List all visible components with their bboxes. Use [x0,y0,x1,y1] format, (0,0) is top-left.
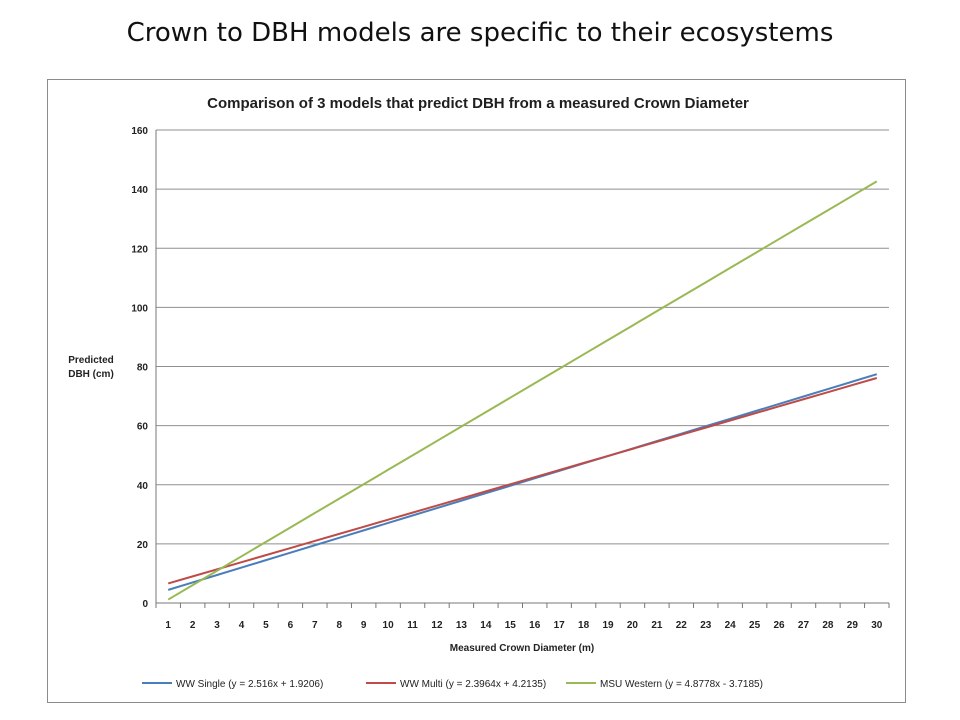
x-tick-label: 14 [480,620,492,631]
series-line-0 [167,373,878,591]
y-tick-label: 0 [142,599,148,610]
x-tick-label: 27 [798,620,810,631]
x-tick-label: 17 [554,620,566,631]
x-tick-label: 28 [822,620,834,631]
x-tick-label: 16 [529,620,541,631]
y-tick-label: 60 [137,422,149,433]
y-tick-label: 160 [131,126,148,137]
y-axis-label-line-1: Predicted [68,355,114,366]
x-tick-label: 3 [214,620,220,631]
y-axis-label-line-2: DBH (cm) [68,369,114,380]
x-tick-label: 10 [383,620,395,631]
slide-title: Crown to DBH models are specific to thei… [126,18,834,48]
x-tick-label: 23 [700,620,712,631]
x-tick-label: 6 [288,620,294,631]
x-tick-label: 1 [165,620,171,631]
y-tick-label: 40 [137,481,149,492]
y-tick-label: 120 [131,244,148,255]
series-lines [167,180,878,601]
x-tick-label: 4 [239,620,245,631]
x-tick-label: 11 [407,620,418,631]
x-tick-label: 2 [190,620,196,631]
x-tick-label: 7 [312,620,318,631]
y-tick-label: 20 [137,540,149,551]
x-tick-label: 19 [602,620,614,631]
x-tick-label: 15 [505,620,517,631]
x-tick-labels: 1 2 3 4 5 6 7 8 9 10 11 12 13 14 15 16 17 18 19 20 21 22 23 24 2… [155,603,890,631]
legend-label-1: WW Multi (y = 2.3964x + 4.2135) [400,679,546,690]
x-tick-label: 8 [336,620,342,631]
x-tick-label: 13 [456,620,468,631]
x-tick-label: 12 [431,620,443,631]
x-tick-label: 24 [725,620,737,631]
x-tick-label: 5 [263,620,269,631]
x-axis-label: Measured Crown Diameter (m) [450,643,594,654]
series-line-1 [167,377,878,585]
x-tick-label: 20 [627,620,639,631]
chart-title: Comparison of 3 models that predict DBH … [207,95,749,112]
legend-label-0: WW Single (y = 2.516x + 1.9206) [176,679,323,690]
x-tick-label: 30 [871,620,883,631]
x-tick-label: 21 [651,620,663,631]
legend: WW Single (y = 2.516x + 1.9206) WW Multi … [142,679,763,690]
x-tick-label: 18 [578,620,590,631]
x-tick-label: 22 [676,620,688,631]
y-tick-label: 100 [131,303,148,314]
y-tick-label: 80 [137,363,149,374]
x-tick-label: 29 [847,620,859,631]
series-line-2 [167,180,878,601]
x-tick-label: 9 [361,620,367,631]
y-tick-labels: 0 20 40 60 80 100 120 140 160 [131,126,148,610]
chart-frame [47,79,906,703]
y-tick-label: 140 [131,185,148,196]
x-tick-label: 25 [749,620,761,631]
legend-label-2: MSU Western (y = 4.8778x - 3.7185) [600,679,763,690]
x-tick-label: 26 [773,620,785,631]
gridlines [155,129,889,604]
